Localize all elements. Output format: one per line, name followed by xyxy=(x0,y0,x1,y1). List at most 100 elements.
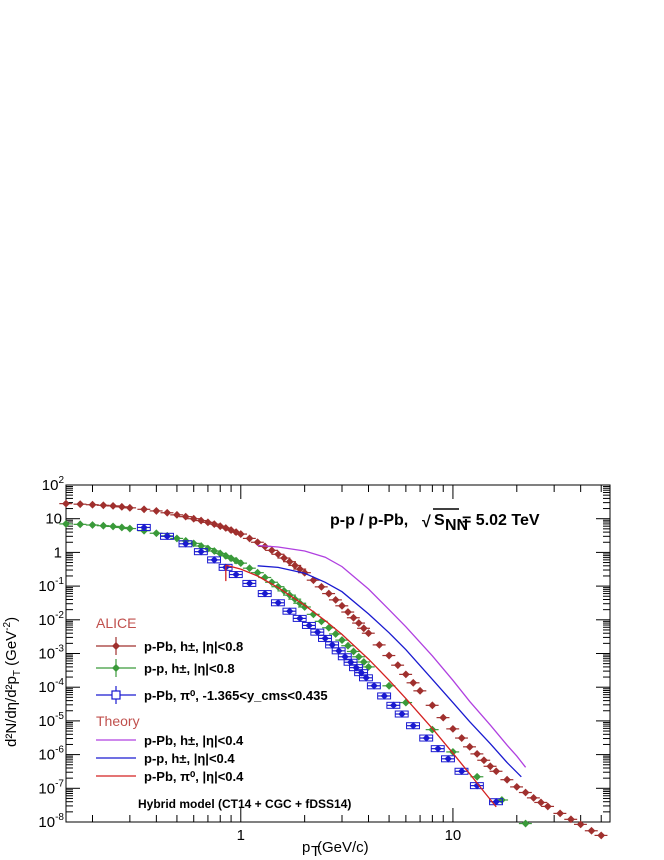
data-point xyxy=(359,624,368,633)
series-2 xyxy=(136,523,503,806)
data-point xyxy=(492,798,500,806)
data-point xyxy=(285,557,294,566)
legend-item-5: p-Pb, π⁰, |η|<0.4 xyxy=(96,769,244,784)
data-point xyxy=(189,514,198,523)
series-3 xyxy=(257,544,527,768)
data-point xyxy=(140,523,148,532)
data-point xyxy=(389,701,398,710)
data-point xyxy=(221,524,230,532)
data-point xyxy=(274,599,282,607)
data-point xyxy=(125,524,134,533)
data-point xyxy=(344,641,352,650)
data-point xyxy=(296,614,304,623)
x-tick-label: 1 xyxy=(237,827,245,844)
data-point xyxy=(76,520,85,529)
data-point xyxy=(380,692,389,700)
footnote: Hybrid model (CT14 + CGC + fDSS14) xyxy=(138,797,351,811)
data-point xyxy=(267,546,276,555)
data-point xyxy=(473,749,482,758)
x-axis-label-sub: T xyxy=(311,843,320,860)
legend-alice-header: ALICE xyxy=(96,615,136,631)
data-point xyxy=(338,601,346,610)
data-point xyxy=(567,815,575,824)
y-axis-label-sub: T xyxy=(12,670,23,676)
legend-marker xyxy=(112,642,120,650)
data-point xyxy=(210,556,218,564)
y-axis-label: d²N/dη/d²pT (GeV-2) xyxy=(2,617,23,747)
data-point xyxy=(354,652,363,661)
data-point xyxy=(324,623,333,632)
x-tick-label: 10 xyxy=(445,827,462,844)
legend-item-4: p-p, h±, |η|<0.4 xyxy=(96,751,235,766)
data-point xyxy=(236,559,245,568)
data-point xyxy=(331,630,340,638)
data-point xyxy=(182,540,190,548)
data-point xyxy=(465,742,474,751)
data-point xyxy=(359,658,368,666)
y-tick-label: 10-5 xyxy=(38,711,64,730)
y-tick-label: 10-4 xyxy=(38,677,64,696)
y-tick-label: 10-2 xyxy=(38,610,64,629)
data-point xyxy=(480,756,488,765)
data-point xyxy=(401,670,410,679)
data-point xyxy=(409,678,418,687)
data-point xyxy=(543,802,552,811)
data-point xyxy=(232,570,240,579)
data-point xyxy=(473,772,482,781)
data-point xyxy=(439,713,448,722)
y-tick-label: 102 xyxy=(42,475,65,494)
legend: ALICE Theory p-Pb, h±, |η|<0.8 p-p, h±, |… xyxy=(96,615,328,784)
data-point xyxy=(529,793,538,802)
data-point xyxy=(347,658,355,666)
data-point xyxy=(458,767,466,775)
data-point xyxy=(274,582,283,591)
data-point xyxy=(444,755,452,763)
y-tick-label: 10-1 xyxy=(38,576,64,595)
data-point xyxy=(354,619,363,627)
data-point xyxy=(324,589,333,598)
chart-title: p-p / p-Pb, √ S NN = 5.02 TeV xyxy=(330,508,540,534)
data-point xyxy=(88,500,97,509)
data-point xyxy=(321,634,329,643)
series-5 xyxy=(225,564,497,808)
y-axis-label-exp: -2 xyxy=(2,621,13,630)
legend-marker xyxy=(112,664,120,672)
title-sqrt-symbol: √ xyxy=(422,514,431,531)
data-point xyxy=(261,589,269,598)
theory-curve xyxy=(225,564,497,808)
legend-label: p-Pb, π⁰, -1.365<y_cms<0.435 xyxy=(144,688,328,703)
data-point xyxy=(521,788,530,797)
data-point xyxy=(109,522,117,531)
data-point xyxy=(173,510,181,519)
x-axis-label: p T (GeV/c) xyxy=(302,839,369,860)
data-point xyxy=(416,686,424,695)
data-point xyxy=(597,831,606,840)
data-point xyxy=(236,530,245,538)
data-point xyxy=(385,651,393,660)
data-point xyxy=(393,661,402,670)
data-point xyxy=(181,512,190,521)
data-point xyxy=(352,663,360,672)
data-point xyxy=(317,582,326,591)
data-point xyxy=(125,503,134,512)
axis-ticks xyxy=(66,485,610,823)
data-point xyxy=(422,734,431,742)
theory-curve xyxy=(257,565,522,778)
data-point xyxy=(274,550,283,559)
data-point xyxy=(300,603,309,611)
legend-theory-header: Theory xyxy=(96,713,140,729)
data-point xyxy=(197,547,205,556)
data-point xyxy=(140,505,148,514)
legend-item-0: p-Pb, h±, |η|<0.8 xyxy=(96,637,243,655)
legend-label: p-p, h±, |η|<0.4 xyxy=(144,751,235,766)
data-point xyxy=(587,826,596,835)
x-axis-label-unit: (GeV/c) xyxy=(317,839,369,856)
title-main: p-p / p-Pb, xyxy=(330,512,408,529)
data-point xyxy=(305,621,313,630)
data-point xyxy=(253,538,262,547)
legend-item-2: p-Pb, π⁰, -1.365<y_cms<0.435 xyxy=(96,686,328,704)
data-point xyxy=(99,521,108,530)
data-point xyxy=(364,629,373,638)
data-point xyxy=(62,499,70,508)
tick-labels: 1 10 102 10 1 10-1 10-2 10-3 10-4 10-5 10-6 10-7 10-… xyxy=(38,475,461,844)
